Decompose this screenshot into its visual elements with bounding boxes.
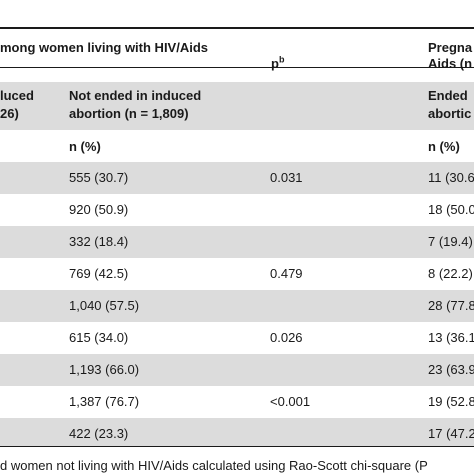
- col1-unit: n (%): [69, 139, 101, 154]
- table-top-rule: [0, 27, 474, 29]
- cell-ended-induced-abortion: 28 (77.8: [428, 298, 474, 313]
- cell-ended-induced-abortion: 23 (63.9: [428, 362, 474, 377]
- row-shade: [0, 290, 474, 322]
- cell-not-ended-induced-abortion: 332 (18.4): [69, 234, 129, 249]
- col0-header-line1: luced: [0, 88, 34, 103]
- col1-header-line2: abortion (n = 1,809): [69, 106, 189, 121]
- group1-title: mong women living with HIV/Aids: [0, 40, 209, 55]
- p-value-header: pb: [271, 54, 285, 71]
- cell-p-value: 0.031: [270, 170, 303, 185]
- row-shade: [0, 418, 474, 446]
- row-shade: [0, 354, 474, 386]
- row-shade: [0, 226, 474, 258]
- cell-ended-induced-abortion: 17 (47.2: [428, 426, 474, 441]
- cell-ended-induced-abortion: 11 (30.6: [428, 170, 474, 185]
- cell-not-ended-induced-abortion: 769 (42.5): [69, 266, 129, 281]
- row-shade: [0, 162, 474, 194]
- cell-ended-induced-abortion: 19 (52.8: [428, 394, 474, 409]
- footnote: d women not living with HIV/Aids calcula…: [0, 458, 428, 473]
- subheader-band: [0, 82, 474, 130]
- cell-not-ended-induced-abortion: 422 (23.3): [69, 426, 129, 441]
- cell-ended-induced-abortion: 8 (22.2): [428, 266, 473, 281]
- cell-ended-induced-abortion: 13 (36.1: [428, 330, 474, 345]
- cell-p-value: 0.479: [270, 266, 303, 281]
- cell-not-ended-induced-abortion: 615 (34.0): [69, 330, 129, 345]
- group2-title-line2: Aids (n: [428, 56, 473, 71]
- cell-ended-induced-abortion: 18 (50.0: [428, 202, 474, 217]
- col3-header-line1: Ended: [428, 88, 468, 103]
- cell-p-value: <0.001: [270, 394, 311, 409]
- col3-header-line2: abortic: [428, 106, 472, 121]
- cell-p-value: 0.026: [270, 330, 303, 345]
- cell-not-ended-induced-abortion: 1,193 (66.0): [69, 362, 140, 377]
- table-bottom-rule: [0, 446, 474, 447]
- col1-header-line1: Not ended in induced: [69, 88, 202, 103]
- col3-unit: n (%): [428, 139, 460, 154]
- table-header-rule: [0, 67, 474, 68]
- cell-not-ended-induced-abortion: 920 (50.9): [69, 202, 129, 217]
- col0-header-line2: 26): [0, 106, 19, 121]
- cell-not-ended-induced-abortion: 555 (30.7): [69, 170, 129, 185]
- group2-title-line1: Pregna: [428, 40, 473, 55]
- cell-ended-induced-abortion: 7 (19.4): [428, 234, 473, 249]
- cell-not-ended-induced-abortion: 1,387 (76.7): [69, 394, 140, 409]
- cell-not-ended-induced-abortion: 1,040 (57.5): [69, 298, 140, 313]
